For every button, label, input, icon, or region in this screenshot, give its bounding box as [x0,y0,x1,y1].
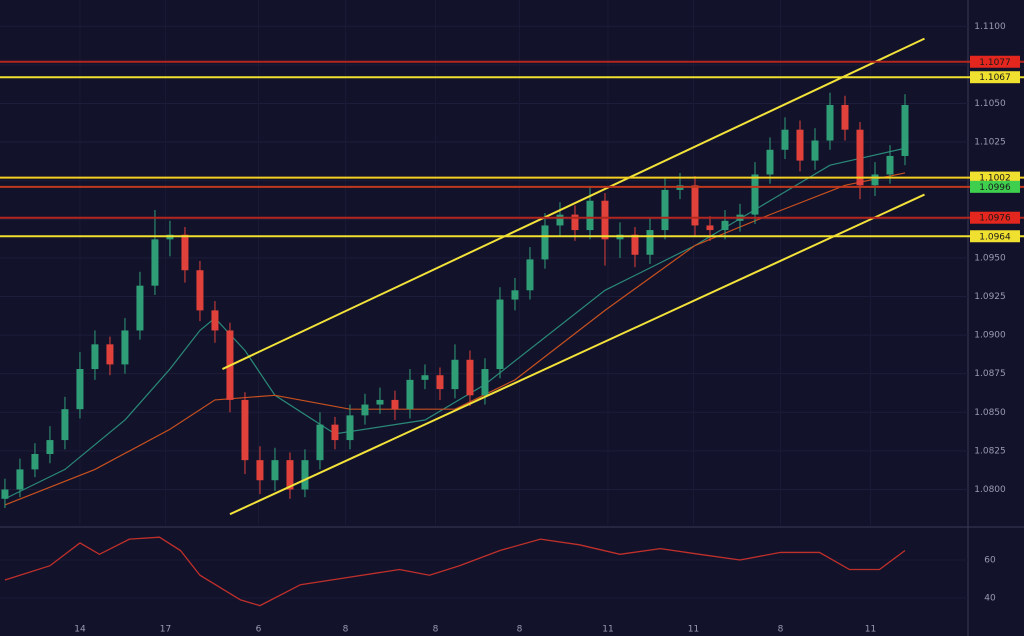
candle-body [256,460,264,481]
candle-body [46,440,54,454]
candle-body [211,310,219,331]
y-tick-label: 1.1100 [974,22,1006,32]
candle-body [196,270,204,311]
candle-body [361,404,369,416]
indicator-tick-label: 40 [984,594,996,604]
level-label-box [970,55,1020,68]
candle-body [796,129,804,161]
candle-body [106,344,114,365]
candle-body [16,469,24,490]
y-tick-label: 1.0875 [974,369,1006,379]
level-label-box [970,171,1020,184]
level-label-box [970,71,1020,84]
candle-body [301,460,309,490]
candle-body [841,105,849,130]
level-label: 1.1002 [979,174,1011,184]
candle-body [706,225,714,231]
x-tick-label: 8 [343,625,349,635]
y-tick-label: 1.0825 [974,446,1006,456]
candle-body [601,200,609,240]
candle-body [511,290,519,300]
candle-body [886,155,894,175]
candle-body [856,129,864,186]
candle-body [151,239,159,286]
candle-body [661,189,669,231]
candle-body [646,230,654,255]
candle-body [346,415,354,441]
level-label-box [970,180,1020,193]
candle-body [391,399,399,410]
y-tick-label: 1.0925 [974,292,1006,302]
y-tick-label: 1.1050 [974,99,1006,109]
candle-body [466,359,474,396]
x-tick-label: 11 [865,625,876,635]
candle-body [76,369,84,410]
indicator-tick-label: 60 [984,556,996,566]
candle-body [436,375,444,390]
y-tick-label: 1.0850 [974,408,1006,418]
y-tick-label: 1.1025 [974,138,1006,148]
x-tick-label: 14 [74,625,86,635]
candle-body [586,200,594,231]
candle-body [121,330,129,365]
candle-body [271,460,279,481]
candle-body [31,453,39,470]
candle-body [376,399,384,405]
candle-body [691,185,699,226]
candle-body [181,234,189,271]
candle-body [61,409,69,441]
candle-body [481,369,489,396]
level-label: 1.1077 [979,58,1011,68]
candle-body [1,489,9,499]
candle-body [871,174,879,186]
y-tick-label: 1.0950 [974,253,1006,263]
candle-body [421,375,429,380]
candle-body [766,149,774,175]
level-label-box [970,230,1020,243]
level-label: 1.0964 [979,232,1011,242]
x-tick-label: 8 [778,625,784,635]
y-tick-label: 1.0900 [974,331,1006,341]
candle-body [571,214,579,231]
candle-body [451,359,459,390]
candle-body [331,424,339,441]
candle-body [901,105,909,156]
level-label: 1.1067 [979,73,1011,83]
candle-body [541,225,549,260]
candle-body [826,105,834,141]
candle-body [286,460,294,490]
x-tick-label: 17 [160,625,171,635]
candle-body [781,129,789,150]
candle-body [241,399,249,461]
trend-line [229,193,925,516]
trend-line [222,37,925,370]
candle-body [721,220,729,231]
x-tick-label: 8 [517,625,523,635]
y-tick-label: 1.0800 [974,485,1006,495]
x-tick-label: 11 [688,625,699,635]
candle-body [556,214,564,226]
candle-body [751,174,759,215]
candle-body [631,234,639,255]
candle-body [496,299,504,370]
moving-average [4,147,906,500]
moving-average [4,172,906,506]
candle-body [136,285,144,331]
candle-body [91,344,99,370]
level-label: 1.0976 [979,214,1011,224]
x-tick-label: 6 [256,625,262,635]
candle-body [811,140,819,161]
indicator-line [4,536,906,607]
candle-body [406,379,414,410]
x-tick-label: 8 [433,625,439,635]
candle-body [526,259,534,291]
candle-body [316,424,324,461]
level-label-box [970,211,1020,224]
x-tick-label: 11 [602,625,613,635]
level-label: 1.0996 [979,183,1011,193]
